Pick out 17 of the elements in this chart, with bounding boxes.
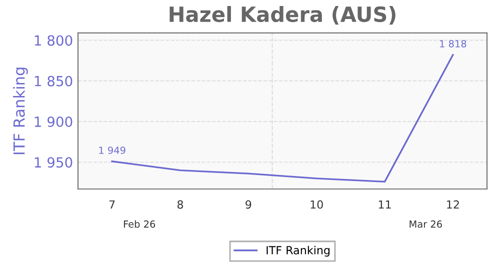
- legend-label: ITF Ranking: [266, 246, 330, 257]
- y-tick-label: 1 950: [34, 157, 72, 168]
- y-tick-label: 1 900: [34, 116, 72, 128]
- chart-title: Hazel Kadera (AUS): [170, 6, 396, 25]
- y-tick-label: 1 800: [34, 35, 72, 46]
- x-tick-label: 7: [109, 200, 115, 209]
- data-label: 1 818: [440, 40, 466, 48]
- x-tick-label: 10: [310, 200, 323, 209]
- text: Feb 26: [124, 220, 156, 228]
- x-tick-label: 12: [447, 200, 459, 209]
- x-tick-label: 8: [177, 200, 184, 209]
- text: Mar 26: [410, 220, 442, 228]
- data-label: 1 949: [99, 146, 126, 154]
- y-axis-title: ITF Ranking: [13, 68, 28, 154]
- x-tick-label: 9: [246, 200, 252, 209]
- y-tick-label: 1 850: [34, 76, 72, 86]
- x-tick-label: 11: [378, 200, 391, 209]
